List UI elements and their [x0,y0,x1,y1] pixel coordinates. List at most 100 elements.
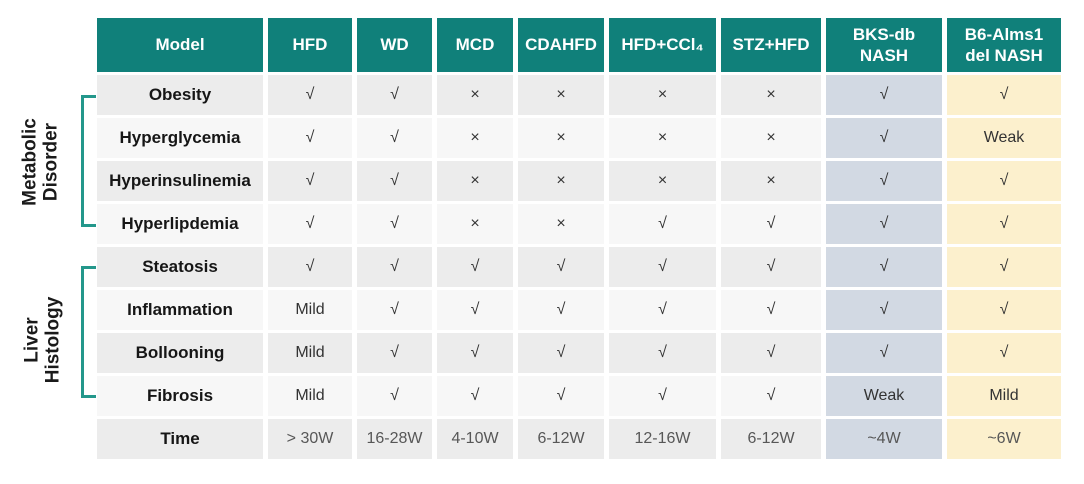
table-cell: × [437,75,513,115]
table-cell: 6-12W [518,419,604,459]
table-cell: × [437,161,513,201]
table-cell: × [518,161,604,201]
table-cell: √ [357,204,432,244]
table-cell: √ [721,204,821,244]
table-row-bollooning: Bollooning Mild √ √ √ √ √ √ √ [97,333,1061,373]
row-label: Inflammation [97,290,263,330]
table-cell: √ [721,376,821,416]
table-cell: × [518,75,604,115]
row-label: Hyperlipdemia [97,204,263,244]
table-cell: Weak [947,118,1061,158]
table-cell: √ [721,333,821,373]
table-cell: √ [609,333,716,373]
row-label: Steatosis [97,247,263,287]
table-cell: √ [609,376,716,416]
table-cell: √ [357,75,432,115]
table-cell: √ [357,333,432,373]
table-cell: × [721,161,821,201]
table-row-time: Time > 30W 16-28W 4-10W 6-12W 12-16W 6-1… [97,419,1061,459]
group-label-metabolic-disorder: Metabolic Disorder [19,118,62,206]
table-cell: 6-12W [721,419,821,459]
table-cell: × [518,118,604,158]
table-cell: √ [518,290,604,330]
table-cell: √ [268,247,352,287]
table-cell: Mild [268,376,352,416]
table-cell: × [609,161,716,201]
table-cell: √ [826,161,942,201]
table-cell: √ [947,333,1061,373]
table-cell: √ [268,161,352,201]
header-row: Model HFD WD MCD CDAHFD HFD+CCl₄ STZ+HFD… [97,18,1061,72]
column-header-model: Model [97,18,263,72]
column-header-stz-hfd: STZ+HFD [721,18,821,72]
table-cell: Mild [947,376,1061,416]
table-cell: √ [947,75,1061,115]
table-cell: 16-28W [357,419,432,459]
group-label-liver-histology: Liver Histology [21,296,64,384]
column-header-mcd: MCD [437,18,513,72]
table-cell: √ [437,247,513,287]
table-cell: √ [721,290,821,330]
table-cell: Weak [826,376,942,416]
table-cell: √ [357,247,432,287]
table-cell: × [721,118,821,158]
column-header-cdahfd: CDAHFD [518,18,604,72]
table-cell: √ [437,290,513,330]
row-label: Bollooning [97,333,263,373]
table-cell: × [518,204,604,244]
table-cell: √ [609,290,716,330]
row-label: Time [97,419,263,459]
table-row-hyperinsulinemia: Hyperinsulinemia √ √ × × × × √ √ [97,161,1061,201]
table-cell: √ [518,247,604,287]
table-cell: √ [947,247,1061,287]
bracket-liver-histology [81,266,96,398]
column-header-hfd-ccl4: HFD+CCl₄ [609,18,716,72]
row-label: Obesity [97,75,263,115]
table-cell: √ [826,290,942,330]
table-cell: × [609,118,716,158]
table-cell: √ [609,247,716,287]
row-label: Hyperglycemia [97,118,263,158]
table-cell: √ [947,290,1061,330]
table-cell: × [721,75,821,115]
table-cell: × [437,118,513,158]
table-cell: √ [437,376,513,416]
table-cell: √ [268,75,352,115]
table-cell: > 30W [268,419,352,459]
table-cell: √ [357,161,432,201]
column-header-bks-db: BKS-db NASH [826,18,942,72]
table-cell: √ [826,75,942,115]
table-row-inflammation: Inflammation Mild √ √ √ √ √ √ √ [97,290,1061,330]
column-header-hfd: HFD [268,18,352,72]
table-cell: √ [268,204,352,244]
model-comparison-table: Model HFD WD MCD CDAHFD HFD+CCl₄ STZ+HFD… [92,15,1066,462]
table-cell: √ [518,376,604,416]
table-cell: √ [721,247,821,287]
table-cell: √ [947,204,1061,244]
table-cell: Mild [268,290,352,330]
table-cell: √ [947,161,1061,201]
table-cell: 12-16W [609,419,716,459]
table-cell: √ [357,290,432,330]
table-cell: ~6W [947,419,1061,459]
table-cell: × [609,75,716,115]
table-cell: √ [268,118,352,158]
table-cell: √ [357,376,432,416]
table-cell: × [437,204,513,244]
table-row-steatosis: Steatosis √ √ √ √ √ √ √ √ [97,247,1061,287]
row-label: Hyperinsulinemia [97,161,263,201]
table-row-hyperglycemia: Hyperglycemia √ √ × × × × √ Weak [97,118,1061,158]
table-cell: √ [357,118,432,158]
table-row-hyperlipdemia: Hyperlipdemia √ √ × × √ √ √ √ [97,204,1061,244]
table-cell: √ [437,333,513,373]
table-cell: √ [826,204,942,244]
table-cell: √ [518,333,604,373]
table-row-obesity: Obesity √ √ × × × × √ √ [97,75,1061,115]
row-label: Fibrosis [97,376,263,416]
table-row-fibrosis: Fibrosis Mild √ √ √ √ √ Weak Mild [97,376,1061,416]
table-cell: 4-10W [437,419,513,459]
table-cell: √ [826,118,942,158]
column-header-b6-alms1: B6-Alms1 del NASH [947,18,1061,72]
table-cell: ~4W [826,419,942,459]
